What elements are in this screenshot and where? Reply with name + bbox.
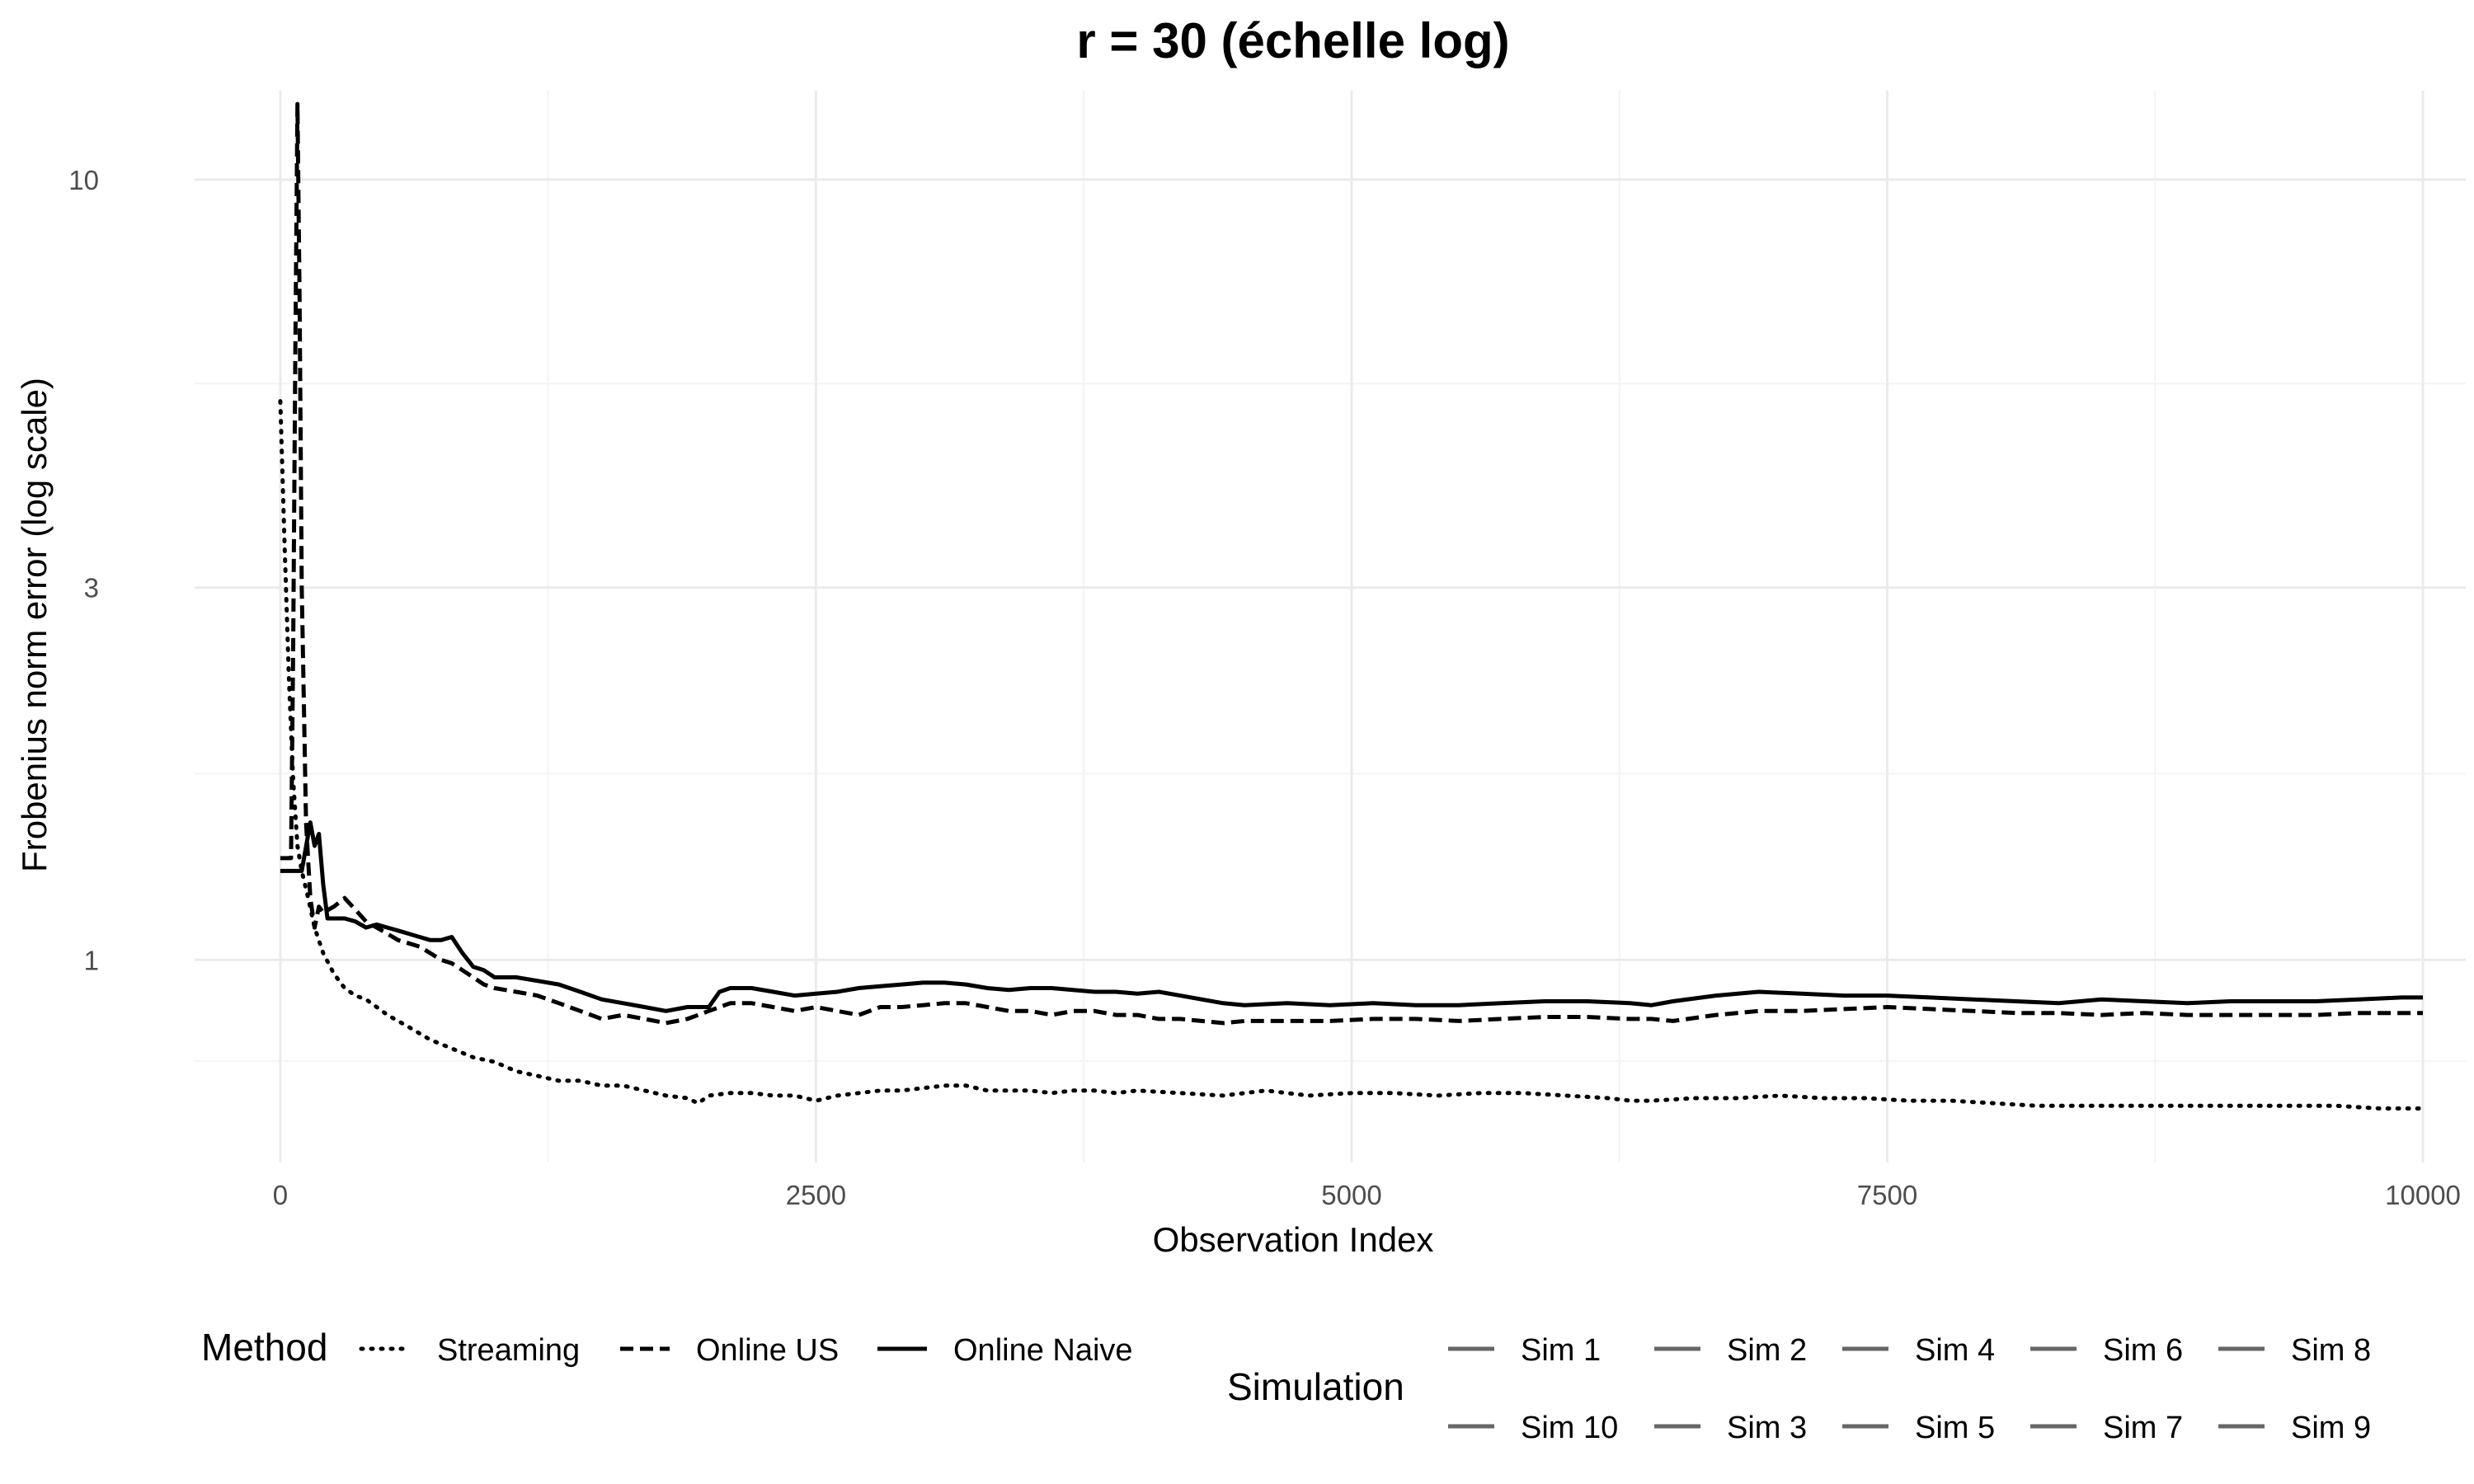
legend-label-sim: Sim 1: [1521, 1333, 1601, 1368]
chart-title: r = 30 (échelle log): [1076, 13, 1509, 68]
y-tick-label: 3: [84, 573, 99, 603]
x-tick-label: 5000: [1321, 1180, 1381, 1210]
y-tick-label: 10: [68, 165, 99, 195]
legend-label-method: Online Naive: [953, 1333, 1133, 1368]
legend-label-sim: Sim 9: [2291, 1411, 2371, 1445]
legend-label-sim: Sim 3: [1727, 1411, 1807, 1445]
legend-label-sim: Sim 7: [2103, 1411, 2183, 1445]
data-series: [278, 101, 2425, 1111]
series-line-online-naive: [280, 820, 2423, 1013]
series-line-online-us: [280, 101, 2423, 1026]
x-axis-title: Observation Index: [1153, 1220, 1434, 1259]
legend-methods: Streaming Online US Online Naive: [359, 1333, 1133, 1368]
y-axis-title: Frobenius norm error (log scale): [15, 378, 54, 872]
legend: Method Streaming Online US Online Naive Si…: [201, 1326, 2371, 1445]
legend-label-sim: Sim 10: [1521, 1411, 1618, 1445]
legend-label-method: Streaming: [437, 1333, 580, 1368]
legend-label-sim: Sim 5: [1915, 1411, 1995, 1445]
legend-label-sim: Sim 2: [1727, 1333, 1807, 1368]
grid-lines: [195, 91, 2466, 1162]
legend-label-sim: Sim 8: [2291, 1333, 2371, 1368]
legend-label-sim: Sim 6: [2103, 1333, 2183, 1368]
legend-simulations: Sim 1 Sim 2 Sim 4 Sim 6 Sim 8 Sim 10 Sim 3 Sim …: [1448, 1333, 2371, 1445]
x-tick-label: 7500: [1857, 1180, 1917, 1210]
y-axis-ticks: 1 3 10: [68, 165, 99, 975]
legend-label-sim: Sim 4: [1915, 1333, 1995, 1368]
legend-method-title: Method: [201, 1326, 327, 1369]
x-tick-label: 10000: [2385, 1180, 2461, 1210]
y-tick-label: 1: [84, 945, 99, 975]
series-line-streaming: [278, 399, 2425, 1111]
x-tick-label: 2500: [786, 1180, 846, 1210]
x-tick-label: 0: [273, 1180, 288, 1210]
legend-simulation-title: Simulation: [1227, 1365, 1404, 1408]
x-axis-ticks: 0 2500 5000 7500 10000: [273, 1180, 2461, 1210]
legend-label-method: Online US: [696, 1333, 839, 1368]
